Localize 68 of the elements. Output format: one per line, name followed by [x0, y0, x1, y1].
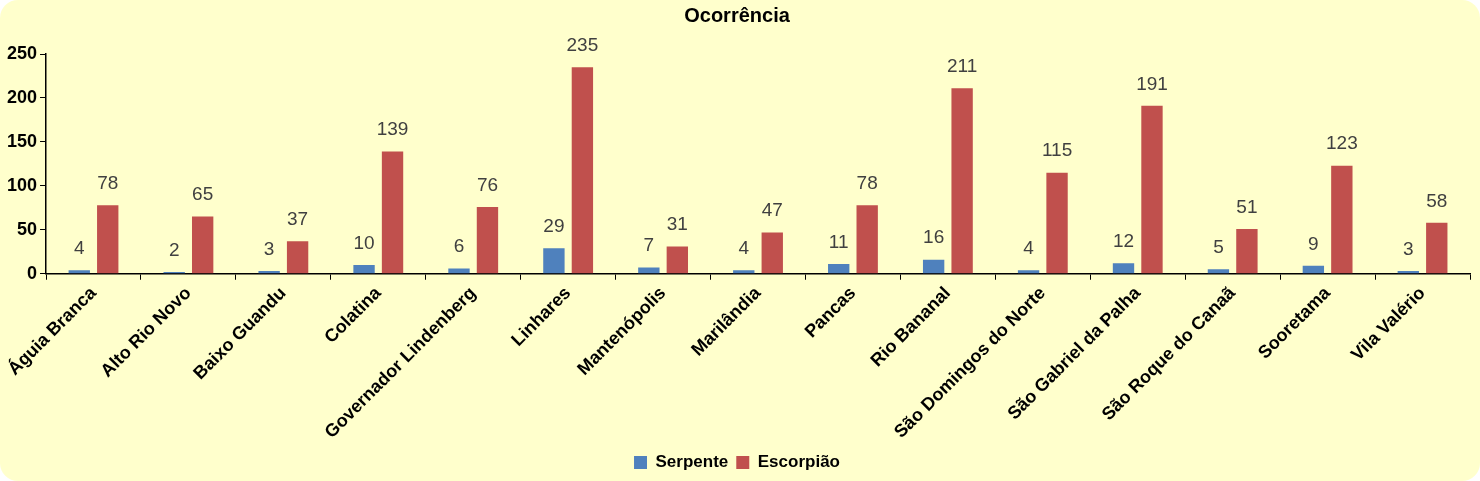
bar [543, 248, 565, 274]
bar [476, 206, 499, 274]
data-label: 10 [353, 231, 375, 253]
bar [666, 246, 688, 274]
data-label: 29 [543, 215, 565, 236]
data-label: 6 [453, 235, 465, 257]
bar [1017, 270, 1040, 274]
legend-label: Serpente [655, 452, 729, 472]
bar [448, 268, 470, 274]
bar [1236, 228, 1258, 274]
data-label: 76 [476, 173, 499, 195]
y-tick-label: 150 [6, 130, 38, 151]
bar [1397, 271, 1419, 274]
chart-title: Ocorrência [684, 3, 791, 26]
bar [1046, 172, 1068, 274]
bar [1426, 222, 1448, 274]
bar [191, 216, 214, 274]
bar [856, 205, 878, 274]
bar [97, 205, 119, 274]
bar [258, 271, 280, 274]
bar [286, 241, 309, 274]
y-tick-label: 250 [6, 42, 38, 63]
data-label: 58 [1426, 189, 1448, 211]
data-label: 65 [192, 183, 214, 205]
bar [761, 232, 783, 274]
data-label: 3 [263, 237, 275, 259]
data-label: 51 [1236, 195, 1258, 217]
bar [1141, 105, 1163, 274]
y-tick-label: 100 [6, 174, 38, 195]
y-tick-label: 0 [27, 262, 38, 283]
y-tick-label: 50 [17, 218, 38, 239]
data-label: 5 [1213, 236, 1224, 258]
bar [68, 270, 90, 274]
bar [381, 151, 404, 274]
data-label: 37 [287, 207, 309, 229]
bar [828, 264, 850, 274]
data-label: 4 [738, 236, 750, 258]
data-label: 31 [666, 213, 688, 235]
data-label: 3 [1403, 237, 1414, 259]
bar [1112, 263, 1135, 274]
bar [638, 267, 660, 274]
bar [571, 67, 594, 274]
data-label: 235 [566, 33, 599, 55]
data-label: 191 [1136, 72, 1168, 94]
bar [951, 88, 973, 274]
data-label: 123 [1325, 132, 1358, 154]
data-label: 4 [73, 236, 85, 258]
bar [922, 259, 945, 274]
data-label: 139 [376, 118, 409, 140]
y-tick-label: 200 [6, 86, 38, 107]
bar [1302, 265, 1325, 274]
data-label: 211 [946, 55, 978, 77]
bar [353, 264, 375, 274]
data-label: 11 [828, 230, 849, 252]
data-label: 78 [97, 171, 119, 193]
data-label: 12 [1112, 229, 1135, 251]
data-label: 2 [168, 238, 180, 260]
legend-label: Escorpião [757, 452, 840, 472]
data-label: 47 [761, 199, 783, 221]
data-label: 115 [1041, 139, 1073, 161]
data-label: 16 [923, 226, 945, 248]
bar [1207, 269, 1230, 274]
bar [733, 270, 755, 274]
data-label: 78 [856, 171, 878, 193]
data-label: 4 [1023, 236, 1035, 258]
data-label: 9 [1308, 232, 1319, 254]
data-label: 7 [643, 234, 655, 256]
bar [1331, 165, 1353, 274]
